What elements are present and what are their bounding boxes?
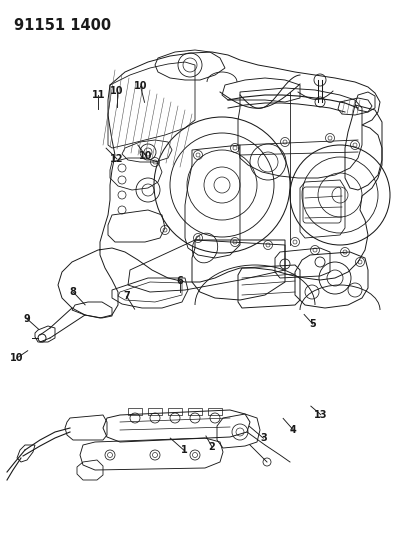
Text: 5: 5 — [309, 319, 316, 329]
Text: 6: 6 — [177, 277, 184, 286]
Text: 10: 10 — [110, 86, 124, 95]
Text: 13: 13 — [314, 410, 327, 419]
Text: 2: 2 — [208, 442, 215, 451]
Text: 10: 10 — [10, 353, 23, 363]
Text: 10: 10 — [139, 151, 152, 160]
Text: 11: 11 — [91, 90, 105, 100]
Text: 7: 7 — [123, 292, 130, 301]
Text: 10: 10 — [134, 82, 147, 91]
Text: 9: 9 — [23, 314, 30, 324]
Text: 91151 1400: 91151 1400 — [14, 18, 111, 33]
Text: 1: 1 — [181, 446, 188, 455]
Text: 3: 3 — [260, 433, 267, 443]
Text: 4: 4 — [289, 425, 297, 434]
Text: 8: 8 — [70, 287, 77, 297]
Text: 12: 12 — [110, 154, 124, 164]
